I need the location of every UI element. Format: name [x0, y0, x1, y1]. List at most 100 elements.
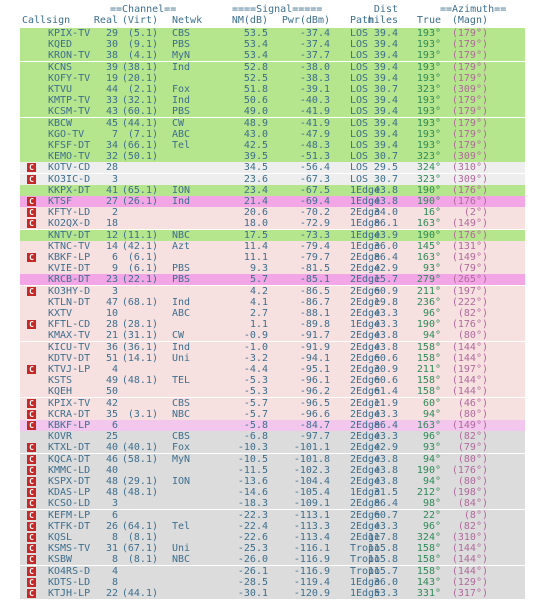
- power: -37.7: [299, 50, 330, 62]
- network: Fox: [172, 84, 191, 95]
- real-channel: 10: [105, 308, 118, 319]
- real-channel: 8: [111, 554, 118, 566]
- callsign: KDAS-LP: [48, 487, 91, 499]
- power: -96.2: [299, 386, 330, 398]
- azimuth-magnetic: (129°): [451, 576, 488, 588]
- badge: C: [27, 477, 36, 486]
- row-band: [20, 352, 525, 364]
- azimuth-magnetic: (176°): [451, 464, 488, 476]
- badge: C: [27, 555, 36, 565]
- azimuth-magnetic: (198°): [451, 487, 488, 499]
- virtual-channel: (8.1): [127, 532, 158, 543]
- network: PBS: [172, 39, 191, 51]
- noise-margin: 5.7: [249, 274, 268, 286]
- distance: 60.9: [373, 285, 398, 297]
- azimuth-true: 158°: [416, 352, 441, 364]
- real-channel: 28: [105, 319, 118, 331]
- callsign: KCNS: [48, 61, 73, 73]
- power: -94.1: [299, 352, 330, 364]
- power: -104.4: [293, 476, 330, 487]
- noise-margin: -22.6: [237, 532, 268, 543]
- path: 2Edge: [350, 352, 381, 364]
- row-band: [20, 106, 525, 118]
- distance: 11.9: [373, 397, 398, 409]
- distance: 43.8: [373, 476, 398, 487]
- real-channel: 9: [111, 263, 118, 275]
- badge: C: [27, 577, 36, 587]
- distance: 43.3: [373, 431, 398, 443]
- azimuth-magnetic: (79°): [457, 263, 488, 275]
- path: LOS: [350, 173, 369, 185]
- power: -84.7: [299, 420, 330, 431]
- network: CBS: [172, 397, 191, 409]
- virtual-channel: (8.1): [127, 554, 158, 566]
- power: -41.9: [299, 117, 330, 129]
- real-channel: 23: [105, 274, 118, 286]
- real-channel: 51: [105, 352, 118, 364]
- callsign: KRCB-DT: [48, 274, 91, 286]
- distance: 42.9: [373, 442, 398, 454]
- callsign: KOFY-TV: [48, 72, 91, 84]
- distance: 30.9: [373, 364, 398, 375]
- callsign: KTFK-DT: [48, 520, 91, 532]
- badge: C: [27, 398, 36, 408]
- virtual-channel: (31.1): [121, 330, 158, 342]
- power: -96.6: [299, 408, 330, 420]
- real-channel: 42: [105, 397, 118, 409]
- virtual-channel: (32.1): [121, 95, 158, 107]
- azimuth-true: 324°: [416, 162, 441, 174]
- distance: 86.4: [373, 498, 398, 510]
- power: -96.1: [299, 375, 330, 387]
- azimuth-magnetic: (144°): [451, 543, 488, 555]
- distance: 19.8: [373, 296, 398, 308]
- azimuth-true: 193°: [416, 28, 441, 39]
- azimuth-true: 279°: [416, 274, 441, 286]
- network: PBS: [172, 106, 191, 118]
- azimuth-true: 94°: [422, 476, 441, 487]
- power: -113.3: [293, 520, 330, 532]
- real-channel: 4: [111, 364, 118, 375]
- real-channel: 28: [105, 162, 118, 174]
- azimuth-true: 193°: [416, 50, 441, 62]
- path: 2Edge: [350, 520, 381, 532]
- azimuth-magnetic: (82°): [457, 431, 488, 443]
- azimuth-magnetic: (80°): [457, 330, 488, 342]
- callsign: KPIX-TV: [48, 397, 91, 409]
- path: 2Edge: [350, 420, 381, 431]
- callsign: KCSM-TV: [48, 106, 91, 118]
- power: -91.7: [299, 330, 330, 342]
- real-channel: 26: [105, 520, 118, 532]
- real-channel: 14: [105, 240, 118, 252]
- noise-margin: -26.1: [237, 565, 268, 577]
- power: -116.9: [293, 554, 330, 566]
- callsign: KSTS: [48, 375, 73, 387]
- azimuth-true: 158°: [416, 565, 441, 577]
- row-band: [20, 308, 525, 319]
- distance: 43.8: [373, 453, 398, 465]
- azimuth-magnetic: (149°): [451, 420, 488, 431]
- azimuth-magnetic: (176°): [451, 229, 488, 241]
- network: Ind: [172, 296, 191, 308]
- path: 2Edge: [350, 341, 381, 353]
- power: -38.3: [299, 72, 330, 84]
- badge: C: [27, 365, 36, 374]
- azimuth-true: 163°: [416, 218, 441, 230]
- azimuth-magnetic: (179°): [451, 95, 488, 107]
- azimuth-true: 60°: [422, 397, 441, 409]
- column-header: Path: [350, 15, 375, 26]
- power: -86.7: [299, 296, 330, 308]
- network: ABC: [172, 308, 191, 319]
- azimuth-true: 323°: [416, 151, 441, 163]
- path: LOS: [350, 61, 369, 73]
- power: -113.4: [293, 532, 330, 543]
- path: 2Edge: [350, 509, 381, 521]
- noise-margin: 21.4: [243, 196, 268, 207]
- real-channel: 43: [105, 106, 118, 118]
- power: -37.4: [299, 39, 330, 51]
- virtual-channel: (20.1): [121, 72, 158, 84]
- network: CW: [172, 117, 185, 129]
- row-band: [20, 128, 525, 140]
- real-channel: 12: [105, 229, 118, 241]
- row-band: [20, 408, 525, 420]
- noise-margin: 39.5: [243, 151, 268, 163]
